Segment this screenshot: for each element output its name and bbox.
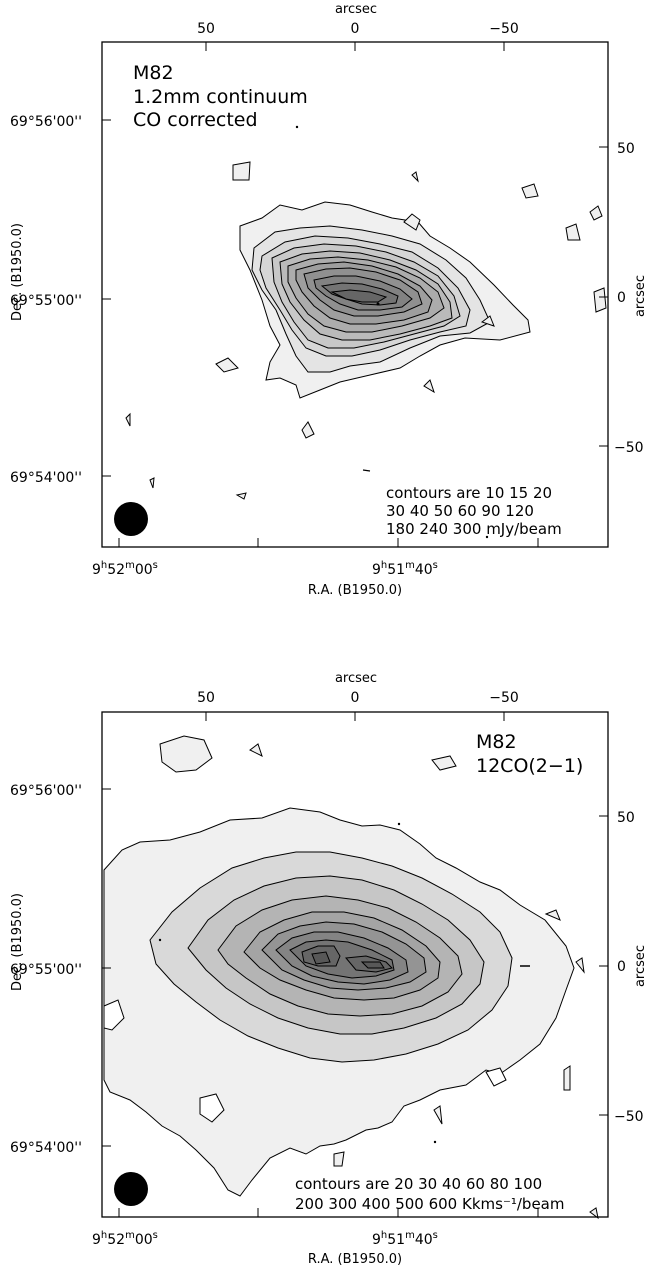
contour-island (431, 755, 457, 771)
contour-island (589, 205, 603, 221)
annotation-line: 1.2mm continuum (133, 86, 308, 108)
top-tick-label: −50 (489, 21, 519, 37)
noise-dot (485, 535, 489, 539)
contour-note: contours are 20 30 40 60 80 100 (295, 1175, 542, 1193)
contour-island (575, 957, 585, 974)
contour-island (593, 287, 607, 313)
contour-note: 180 240 300 mJy/beam (386, 520, 562, 538)
bottom-axis-label: R.A. (B1950.0) (308, 583, 402, 598)
right-axis-label: arcsec (633, 945, 648, 987)
contour-note: contours are 10 15 20 (386, 484, 552, 502)
top-tick-label: −50 (489, 690, 519, 706)
peak-dot (376, 302, 380, 306)
right-tick-label: −50 (614, 1109, 644, 1125)
contour-island (301, 421, 315, 439)
bottom-tick-label: 9h51m40s (372, 1230, 438, 1248)
contour-island (125, 412, 131, 427)
noise-dot (433, 1140, 437, 1144)
noise-dot (397, 822, 401, 826)
contour-island (403, 213, 421, 231)
beam-marker (114, 1172, 148, 1206)
right-axis-label: arcsec (633, 275, 648, 317)
top-tick-label: 50 (197, 21, 215, 37)
contour-note: 30 40 50 60 90 120 (386, 502, 534, 520)
bottom-tick-label: 9h52m00s (92, 560, 158, 578)
contour-island (480, 315, 495, 327)
bottom-axis-label: R.A. (B1950.0) (308, 1252, 402, 1267)
contour-island (235, 492, 247, 500)
top-axis-label: arcsec (335, 671, 377, 686)
left-tick-label: 69°54'00'' (10, 1140, 82, 1156)
contour-level-10 (311, 951, 331, 965)
noise-dot (295, 125, 299, 129)
contour-island (433, 1105, 443, 1125)
contour-island (159, 735, 213, 773)
contour-island (249, 743, 263, 757)
annotation-line: CO corrected (133, 109, 258, 131)
left-tick-label: 69°56'00'' (10, 114, 82, 130)
top-axis-label: arcsec (335, 2, 377, 17)
contour-level-10b (360, 961, 385, 969)
top-tick-label: 0 (351, 690, 360, 706)
noise-dash (362, 469, 371, 472)
right-tick-label: 0 (617, 959, 626, 975)
bottom-tick-label: 9h52m00s (92, 1230, 158, 1248)
panel-co: arcsec 50 0 −50 (10, 671, 648, 1267)
left-tick-label: 69°55'00'' (10, 962, 82, 978)
noise-dot (158, 938, 162, 942)
contour-hole (199, 1093, 225, 1123)
tick-marks (102, 42, 608, 547)
contour-island (565, 223, 581, 241)
right-tick-label: −50 (614, 440, 644, 456)
tick-marks (102, 712, 608, 1217)
left-tick-label: 69°56'00'' (10, 783, 82, 799)
right-tick-label: 50 (617, 810, 635, 826)
annotation-source: M82 (133, 62, 174, 84)
left-tick-label: 69°55'00'' (10, 293, 82, 309)
bottom-tick-label: 9h51m40s (372, 560, 438, 578)
left-axis-label: Dec. (B1950.0) (10, 223, 25, 321)
contour-field (103, 735, 599, 1220)
contour-island (333, 1151, 345, 1167)
contour-island (521, 183, 539, 199)
right-tick-label: 0 (617, 290, 626, 306)
contour-island (149, 477, 155, 489)
contour-island (544, 909, 561, 921)
contour-island (563, 1065, 571, 1091)
contour-hole (485, 1067, 507, 1087)
left-tick-label: 69°54'00'' (10, 470, 82, 486)
annotation-source: M82 (476, 731, 517, 753)
contour-level-11 (330, 289, 388, 303)
left-axis-label: Dec. (B1950.0) (10, 893, 25, 991)
beam-marker (114, 502, 148, 536)
top-tick-label: 50 (197, 690, 215, 706)
contour-island (411, 171, 419, 183)
contour-island (589, 1207, 599, 1220)
panel-continuum: arcsec 50 0 −50 (10, 2, 648, 598)
contour-note: 200 300 400 500 600 Kkms⁻¹/beam (295, 1195, 564, 1213)
contour-island (215, 357, 239, 373)
contour-hole (103, 999, 125, 1031)
contour-island (232, 161, 251, 181)
annotation-line: 12CO(2−1) (476, 755, 583, 777)
contour-field (125, 125, 607, 539)
right-tick-label: 50 (617, 141, 635, 157)
contour-island (423, 379, 435, 394)
top-tick-label: 0 (351, 21, 360, 37)
